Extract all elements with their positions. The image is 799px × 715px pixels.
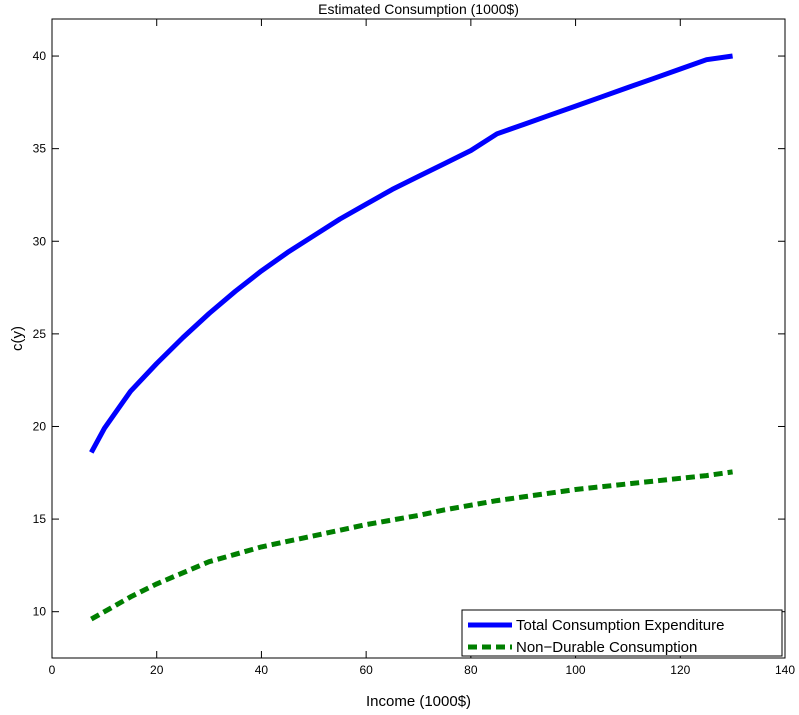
x-tick-label: 20 [150, 663, 164, 677]
x-tick-label: 40 [255, 663, 269, 677]
y-tick-label: 10 [33, 605, 47, 619]
x-tick-label: 80 [464, 663, 478, 677]
series-line-total-consumption [89, 53, 733, 454]
y-tick-label: 35 [33, 142, 47, 156]
x-tick-label: 100 [566, 663, 586, 677]
y-tick-label: 40 [33, 49, 47, 63]
chart-title: Estimated Consumption (1000$) [318, 1, 519, 17]
series-line-non-durable-consumption [90, 469, 733, 622]
legend-label-non-durable: Non−Durable Consumption [516, 639, 697, 656]
x-tick-label: 0 [49, 663, 56, 677]
tick-labels: 0 20 40 60 80 100 120 140 10 15 20 25 30 35 40 [33, 49, 796, 677]
x-tick-label: 140 [775, 663, 795, 677]
y-tick-label: 15 [33, 512, 47, 526]
legend: Total Consumption Expenditure Non−Durabl… [461, 609, 783, 657]
x-axis-title: Income (1000$) [366, 693, 471, 710]
y-tick-label: 20 [33, 419, 47, 433]
x-tick-label: 60 [359, 663, 373, 677]
y-tick-label: 30 [33, 234, 47, 248]
legend-box [461, 609, 783, 657]
y-axis-title: c(y) [9, 326, 26, 351]
legend-label-total: Total Consumption Expenditure [516, 617, 724, 634]
y-tick-label: 25 [33, 327, 47, 341]
axes-box [51, 18, 786, 659]
x-tick-label: 120 [670, 663, 690, 677]
series-layer [89, 53, 733, 622]
